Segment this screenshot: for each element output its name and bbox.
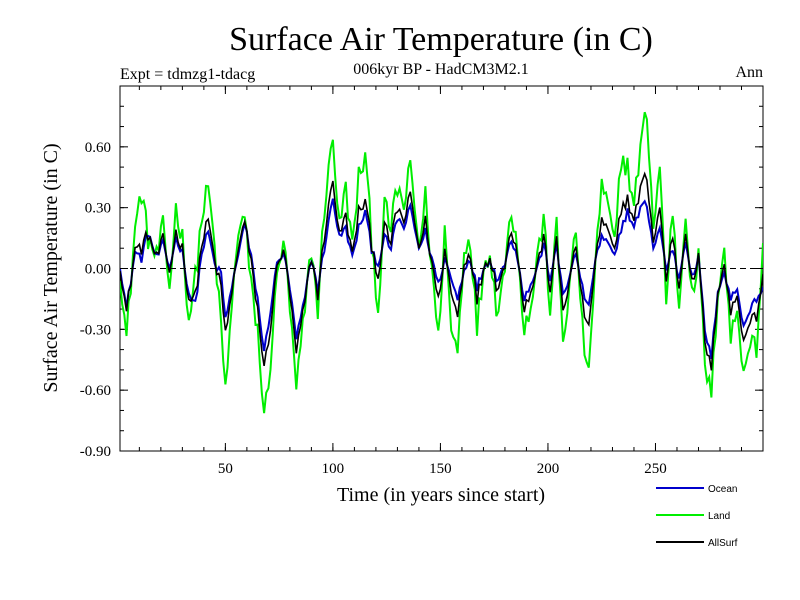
x-axis-label: Time (in years since start)	[337, 484, 545, 506]
x-tick-label: 50	[218, 461, 233, 477]
y-axis-label: Surface Air Temperature (in C)	[40, 143, 62, 392]
series-line-allsurf	[120, 171, 763, 371]
plot-area: 50 100 150 200 250 -0.90 -0.60 -0.30 0.00 0.30 0.6…	[80, 85, 764, 477]
y-tick-label: -0.30	[80, 322, 111, 338]
x-tick-label: 250	[644, 461, 667, 477]
y-tick-label: 0.00	[85, 262, 111, 278]
x-tick-label: 100	[322, 461, 345, 477]
chart-subtitle: 006kyr BP - HadCM3M2.1	[353, 61, 528, 78]
experiment-label: Expt = tdmzg1-tdacg	[120, 66, 255, 83]
series-line-land	[120, 111, 763, 414]
legend: Ocean Land AllSurf	[656, 484, 738, 549]
y-tick-label: -0.90	[80, 444, 111, 460]
chart-title: Surface Air Temperature (in C)	[229, 21, 653, 58]
legend-label-land: Land	[708, 511, 730, 522]
y-tick-label: -0.60	[80, 383, 111, 399]
legend-label-ocean: Ocean	[708, 484, 737, 495]
y-tick-label: 0.30	[85, 201, 111, 217]
x-tick-label: 150	[429, 461, 452, 477]
legend-label-allsurf: AllSurf	[708, 538, 738, 549]
x-tick-label: 200	[537, 461, 560, 477]
y-tick-label: 0.60	[85, 140, 111, 156]
season-label: Ann	[735, 64, 763, 81]
